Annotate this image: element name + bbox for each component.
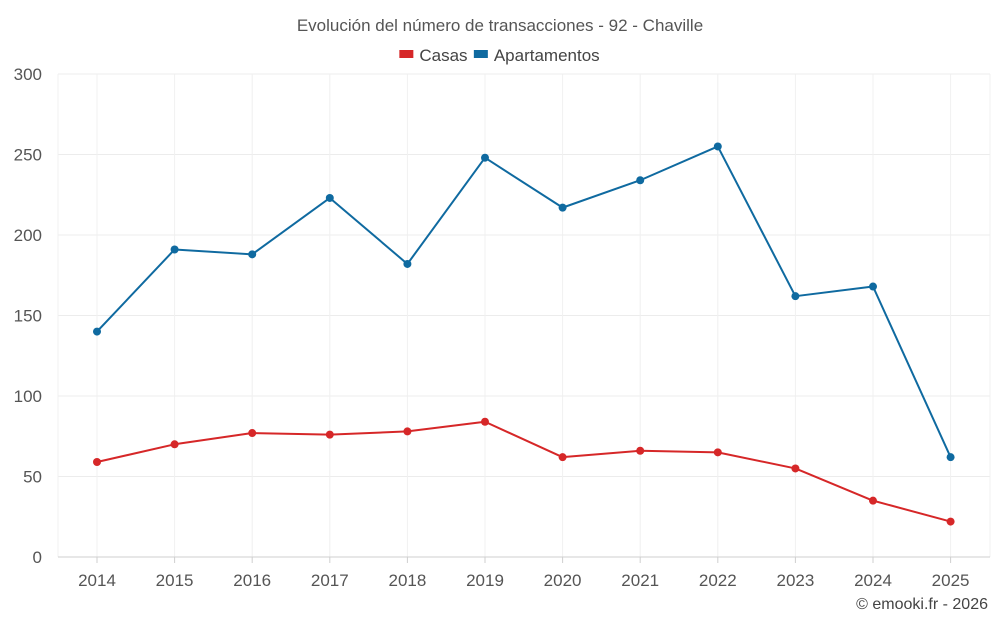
series-layer [93, 142, 955, 526]
y-tick-label: 50 [23, 468, 42, 487]
x-axis: 2014 2015 2016 2017 2018 2019 2020 2021 2022 2023… [58, 556, 990, 590]
data-point[interactable] [946, 517, 955, 526]
grid [57, 73, 991, 557]
x-tick-label: 2025 [932, 571, 970, 590]
y-tick-label: 0 [33, 548, 42, 567]
data-point[interactable] [558, 203, 567, 212]
legend-swatch [399, 50, 414, 58]
series-apartamentos [93, 142, 955, 462]
data-point[interactable] [869, 282, 877, 291]
chart-title: Evolución del número de transacciones - … [297, 16, 703, 35]
legend-item-apartamentos[interactable]: Apartamentos [473, 46, 600, 65]
y-tick-label: 300 [14, 65, 42, 84]
data-point[interactable] [93, 327, 101, 336]
data-point[interactable] [713, 142, 722, 151]
y-tick-label: 150 [14, 307, 42, 326]
data-point[interactable] [170, 440, 179, 449]
y-tick-label: 100 [14, 387, 42, 406]
x-tick-label: 2021 [621, 571, 659, 590]
data-point[interactable] [869, 496, 877, 505]
data-point[interactable] [946, 453, 955, 462]
x-tick-label: 2017 [311, 571, 349, 590]
x-tick-label: 2015 [156, 571, 194, 590]
series-line [96, 420, 951, 523]
x-tick-label: 2019 [466, 571, 504, 590]
data-point[interactable] [481, 153, 489, 162]
x-tick-label: 2016 [233, 571, 271, 590]
legend-label: Apartamentos [494, 46, 600, 65]
data-point[interactable] [636, 176, 645, 185]
x-tick-label: 2023 [776, 571, 814, 590]
data-point[interactable] [403, 259, 412, 268]
data-point[interactable] [636, 446, 645, 455]
x-tick-label: 2022 [699, 571, 737, 590]
data-point[interactable] [170, 245, 179, 254]
data-point[interactable] [93, 458, 101, 467]
data-point[interactable] [248, 429, 257, 438]
data-point[interactable] [325, 193, 334, 202]
legend: Casas Apartamentos [399, 46, 600, 65]
data-point[interactable] [403, 427, 412, 436]
x-tick-label: 2020 [544, 571, 582, 590]
legend-item-casas[interactable]: Casas [399, 46, 468, 65]
legend-swatch [473, 50, 488, 58]
y-tick-label: 200 [14, 226, 42, 245]
y-axis: 0 50 100 150 200 250 300 [14, 65, 42, 567]
x-tick-label: 2024 [854, 571, 892, 590]
data-point[interactable] [325, 430, 334, 439]
series-line [96, 145, 952, 458]
data-point[interactable] [791, 292, 800, 301]
x-tick-label: 2018 [388, 571, 426, 590]
data-point[interactable] [791, 464, 800, 473]
data-point[interactable] [481, 417, 489, 426]
data-point[interactable] [713, 448, 722, 457]
data-point[interactable] [558, 453, 567, 462]
data-point[interactable] [248, 250, 257, 259]
series-casas [93, 417, 955, 526]
credit-text: © emooki.fr - 2026 [856, 596, 988, 613]
y-tick-label: 250 [14, 146, 42, 165]
legend-label: Casas [419, 46, 467, 65]
x-tick-label: 2014 [78, 571, 116, 590]
